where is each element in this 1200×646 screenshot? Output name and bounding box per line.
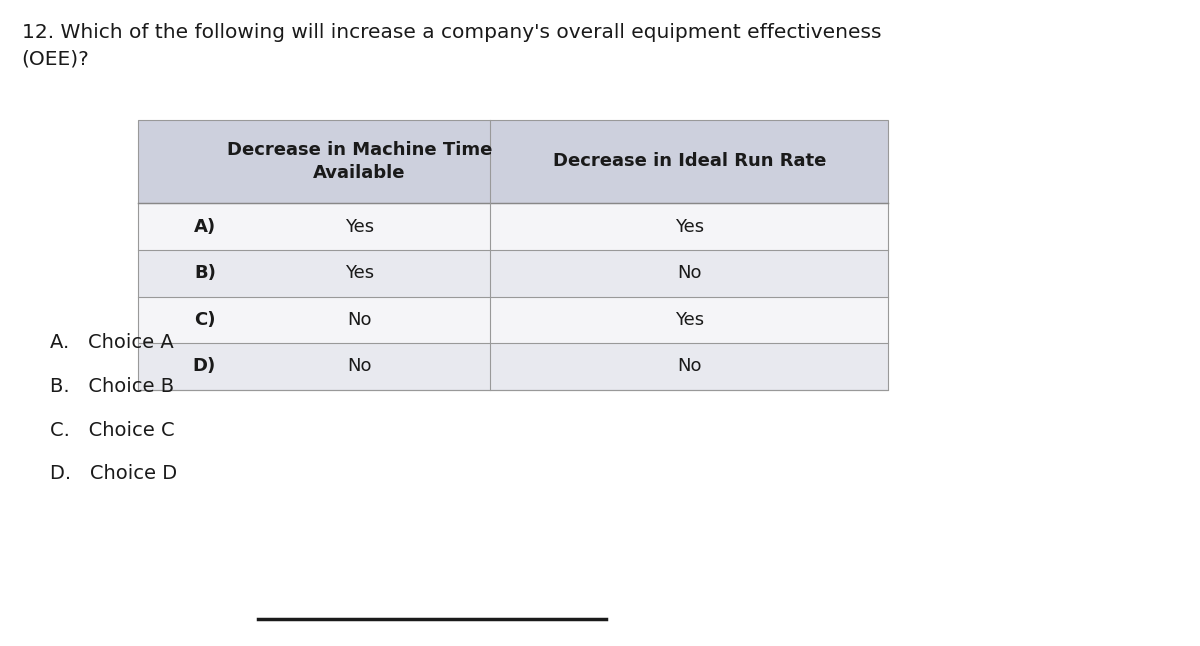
Text: B): B) [194,264,216,282]
Text: No: No [677,357,702,375]
Text: Yes: Yes [674,311,704,329]
Text: 12. Which of the following will increase a company's overall equipment effective: 12. Which of the following will increase… [22,23,881,68]
FancyBboxPatch shape [138,120,888,203]
FancyBboxPatch shape [138,343,888,390]
Text: No: No [347,311,372,329]
Text: C): C) [194,311,216,329]
Text: A): A) [194,218,216,236]
Text: Decrease in Ideal Run Rate: Decrease in Ideal Run Rate [552,152,826,171]
FancyBboxPatch shape [138,297,888,343]
Text: A.   Choice A: A. Choice A [50,333,174,351]
Text: B.   Choice B: B. Choice B [50,377,174,395]
FancyBboxPatch shape [138,203,888,250]
Text: No: No [347,357,372,375]
FancyBboxPatch shape [138,250,888,297]
Text: D): D) [193,357,216,375]
Text: Yes: Yes [344,264,374,282]
Text: Yes: Yes [344,218,374,236]
Text: Decrease in Machine Time
Available: Decrease in Machine Time Available [227,141,492,182]
Text: C.   Choice C: C. Choice C [50,421,175,439]
Text: No: No [677,264,702,282]
Text: D.   Choice D: D. Choice D [50,464,178,483]
Text: Yes: Yes [674,218,704,236]
